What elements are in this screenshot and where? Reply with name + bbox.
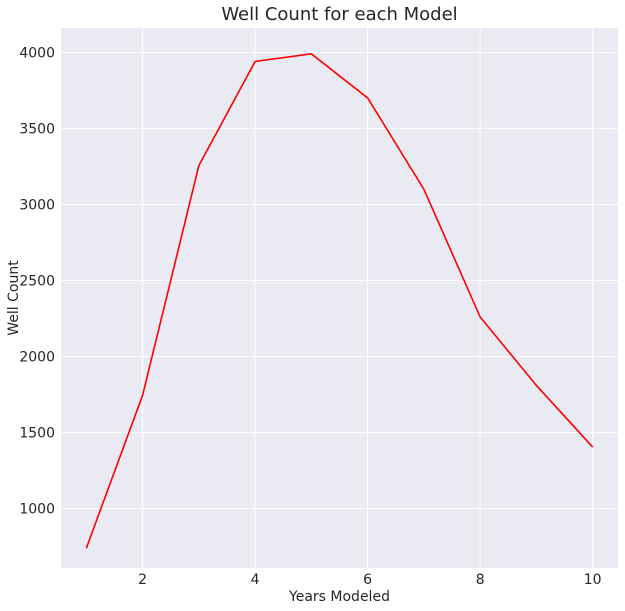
y-axis-label: Well Count (6, 260, 22, 336)
x-tick-label: 4 (251, 572, 260, 588)
x-tick-label: 6 (363, 572, 372, 588)
series-line (85, 53, 594, 549)
chart-title: Well Count for each Model (221, 4, 457, 25)
y-tick-labels: 1000 1500 2000 2500 3000 3500 4000 (19, 45, 55, 517)
y-tick-label: 2500 (19, 274, 55, 290)
x-tick-label: 8 (476, 572, 485, 588)
x-gridlines (142, 28, 594, 568)
y-gridlines (61, 51, 618, 510)
y-tick-label: 2000 (19, 350, 55, 366)
x-tick-label: 2 (138, 572, 147, 588)
y-tick-label: 3000 (19, 197, 55, 213)
series-layer (85, 53, 594, 549)
plot-area (61, 28, 618, 568)
y-tick-label: 1500 (19, 426, 55, 442)
x-axis-label: Years Modeled (288, 589, 390, 605)
x-tick-label: 10 (584, 572, 602, 588)
y-tick-label: 3500 (19, 121, 55, 137)
y-tick-label: 4000 (19, 45, 55, 61)
x-tick-labels: 2 4 6 8 10 (138, 572, 601, 588)
y-tick-label: 1000 (19, 502, 55, 518)
